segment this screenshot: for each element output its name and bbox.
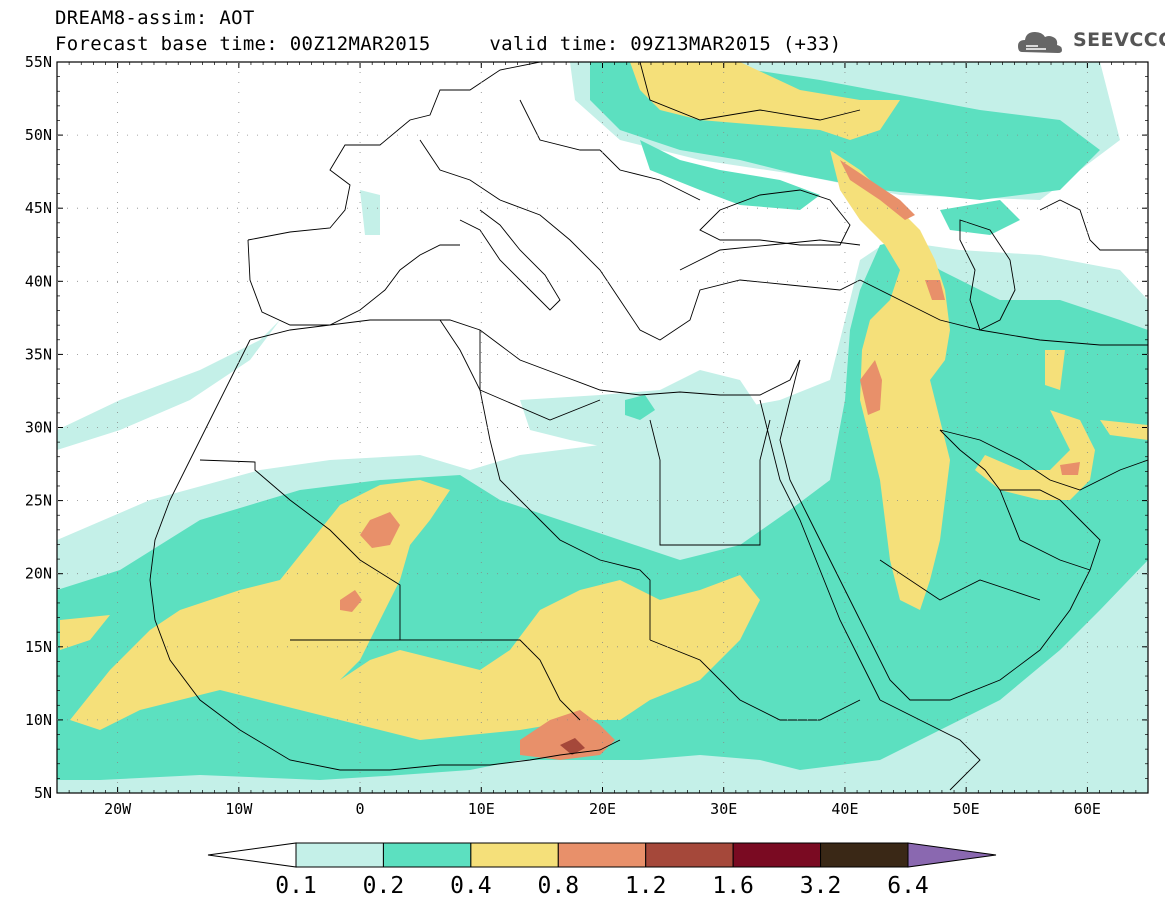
lat-label: 20N <box>25 565 52 583</box>
colorbar-swatch <box>470 842 559 868</box>
colorbar-under-triangle <box>207 842 297 868</box>
lon-labels: 20W 10W 0 10E 20E 30E 40E 50E 60E <box>104 800 1101 818</box>
colorbar-label: 0.4 <box>450 873 492 899</box>
lon-label: 30E <box>710 800 737 818</box>
lon-label: 10W <box>225 800 253 818</box>
lat-label: 45N <box>25 199 52 217</box>
lon-label: 20E <box>589 800 616 818</box>
colorbar-swatch <box>295 842 384 868</box>
lat-label: 50N <box>25 126 52 144</box>
colorbar-label: 3.2 <box>800 873 842 899</box>
lat-label: 10N <box>25 711 52 729</box>
lat-label: 35N <box>25 345 52 363</box>
colorbar-label: 0.8 <box>538 873 580 899</box>
aot-field <box>57 62 1148 793</box>
lat-labels: 55N 50N 45N 40N 35N 30N 25N 20N 15N 10N 5N <box>25 53 52 802</box>
colorbar-swatch <box>820 842 909 868</box>
lon-label: 10E <box>468 800 495 818</box>
lat-label: 15N <box>25 638 52 656</box>
colorbar-label: 0.1 <box>275 873 317 899</box>
lat-label: 30N <box>25 419 52 437</box>
aot-contour-1-2 <box>560 738 585 755</box>
colorbar-label: 1.6 <box>712 873 754 899</box>
lon-label: 60E <box>1074 800 1101 818</box>
cloud-logo-icon <box>1018 32 1062 53</box>
lon-label: 0 <box>356 800 365 818</box>
aot-contour-0-8 <box>340 160 1080 760</box>
colorbar-label: 0.2 <box>363 873 405 899</box>
colorbar-swatch <box>382 842 472 868</box>
lon-label: 20W <box>104 800 132 818</box>
colorbar-swatch <box>732 842 822 868</box>
aot-contour-0-4 <box>60 62 1148 740</box>
map-title: DREAM8-assim: AOT <box>55 7 255 29</box>
lon-label: 50E <box>953 800 980 818</box>
colorbar-swatch <box>645 842 734 868</box>
colorbar-swatch <box>557 842 647 868</box>
lat-label: 25N <box>25 492 52 510</box>
logo-text: SEEVCCC <box>1073 29 1165 51</box>
lat-label: 55N <box>25 53 52 71</box>
colorbar: 0.1 0.2 0.4 0.8 1.2 1.6 3.2 6.4 <box>207 842 997 899</box>
lon-label: 40E <box>831 800 858 818</box>
colorbar-over-triangle <box>907 842 997 868</box>
coastlines-borders <box>149 62 1148 791</box>
lat-label: 40N <box>25 272 52 290</box>
map-subtitle: Forecast base time: 00Z12MAR2015 valid t… <box>55 33 842 55</box>
colorbar-label: 1.2 <box>625 873 667 899</box>
colorbar-label: 6.4 <box>887 873 929 899</box>
lat-label: 5N <box>34 784 52 802</box>
